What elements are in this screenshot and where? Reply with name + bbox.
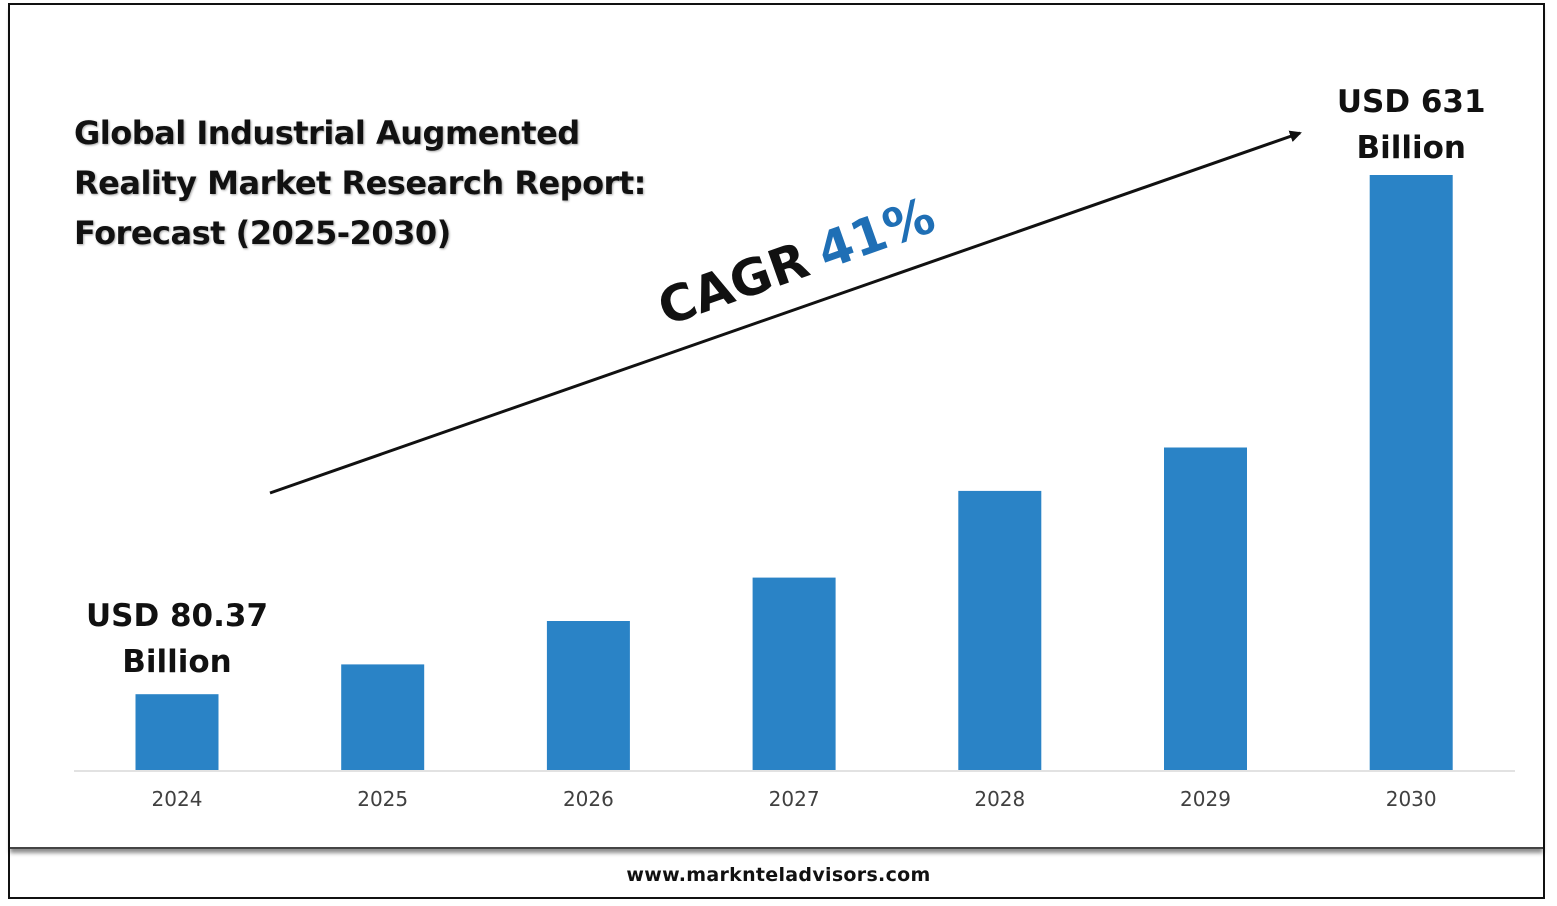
- svg-text:CAGR41%: CAGR41%: [651, 186, 942, 337]
- x-tick-label-2027: 2027: [769, 787, 820, 811]
- footer-url: www.marknteladvisors.com: [626, 864, 931, 886]
- bar-2028: [958, 490, 1042, 770]
- x-tick-label-2024: 2024: [152, 787, 203, 811]
- annotation-2030-line-2: Billion: [1356, 130, 1466, 166]
- title-line-1: Global Industrial Augmented: [74, 114, 580, 152]
- x-tick-labels: 2024 2025 2026 2027 2028 2029 2030: [152, 787, 1437, 811]
- cagr-value: 41%: [810, 186, 942, 281]
- bar-2030: [1369, 175, 1453, 770]
- annotation-2024-line-1: USD 80.37: [86, 598, 268, 634]
- bars-layer: [135, 175, 1453, 770]
- x-tick-label-2025: 2025: [357, 787, 408, 811]
- bar-2027: [752, 577, 836, 770]
- bar-2025: [341, 664, 425, 770]
- title-line-3: Forecast (2025-2030): [74, 214, 451, 252]
- title-line-2: Reality Market Research Report:: [74, 164, 646, 202]
- chart-title: Global Industrial Augmented Reality Mark…: [74, 108, 674, 258]
- cagr-label-group: CAGR41%: [651, 186, 942, 337]
- cagr-prefix: CAGR: [651, 231, 816, 337]
- cagr-arrow: [269, 130, 1302, 495]
- annotation-2030-line-1: USD 631: [1337, 84, 1486, 120]
- x-tick-label-2026: 2026: [563, 787, 614, 811]
- bar-2024: [135, 694, 219, 770]
- x-tick-label-2030: 2030: [1386, 787, 1437, 811]
- bar-2029: [1164, 447, 1247, 770]
- x-tick-label-2029: 2029: [1180, 787, 1231, 811]
- bar-2026: [546, 621, 630, 770]
- value-annotations: USD 80.37 Billion USD 631 Billion: [86, 84, 1486, 680]
- annotation-2024-line-2: Billion: [122, 644, 232, 680]
- x-tick-label-2028: 2028: [974, 787, 1025, 811]
